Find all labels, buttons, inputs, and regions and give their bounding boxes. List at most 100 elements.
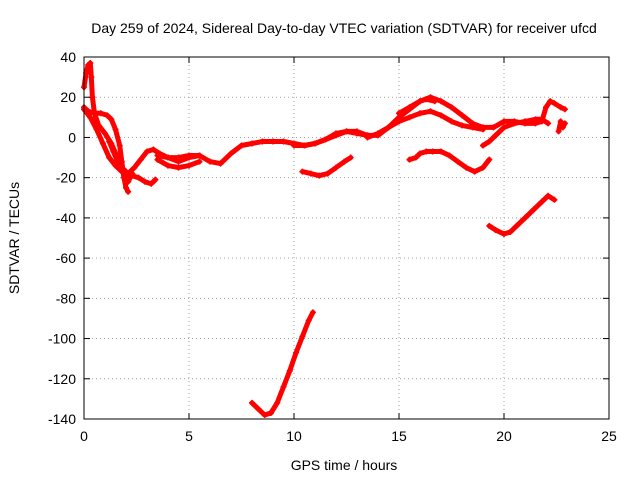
data-point-marker <box>555 128 562 135</box>
data-point-marker <box>274 399 281 406</box>
data-point-marker <box>501 230 507 237</box>
data-point-marker <box>324 170 331 177</box>
data-point-marker <box>561 106 568 113</box>
data-point-marker <box>286 367 293 374</box>
y-axis-label: SDTVAR / TECUs <box>6 182 22 294</box>
data-point-marker <box>513 222 520 229</box>
data-point-marker <box>507 228 514 235</box>
data-point-marker <box>141 178 148 185</box>
data-point-marker <box>316 172 323 179</box>
data-point-marker <box>116 142 123 149</box>
data-point-marker <box>270 138 276 145</box>
data-point-marker <box>551 196 558 203</box>
data-point-marker <box>228 150 234 157</box>
data-point-marker <box>385 124 392 131</box>
y-tick-label: 40 <box>60 49 76 65</box>
data-point-marker <box>446 152 453 159</box>
data-point-marker <box>148 180 155 187</box>
data-point-marker <box>423 148 430 155</box>
data-point-marker <box>469 124 476 131</box>
data-point-marker <box>120 174 127 181</box>
data-point-marker <box>312 140 318 147</box>
data-point-marker <box>538 198 545 205</box>
data-point-marker <box>492 226 499 233</box>
grid-lines <box>84 57 609 419</box>
y-tick-label: -20 <box>56 170 76 186</box>
data-point-marker <box>530 206 537 213</box>
data-point-marker <box>165 162 171 169</box>
data-point-marker <box>299 333 306 340</box>
data-point-marker <box>87 60 94 67</box>
data-point-marker <box>522 118 528 125</box>
series-track-14 <box>486 192 558 237</box>
data-point-marker <box>417 150 423 157</box>
data-point-marker <box>501 118 507 125</box>
data-point-marker <box>322 136 329 143</box>
data-point-marker <box>406 156 413 163</box>
data-point-marker <box>186 152 192 159</box>
data-point-marker <box>427 108 434 115</box>
series-track-4 <box>106 138 159 187</box>
y-tick-label: -60 <box>56 250 76 266</box>
data-point-marker <box>543 104 549 111</box>
data-point-marker <box>106 154 113 161</box>
data-point-marker <box>486 138 493 145</box>
chart-title: Day 259 of 2024, Sidereal Day-to-day VTE… <box>91 20 597 36</box>
data-point-marker <box>561 120 568 127</box>
data-point-marker <box>547 98 554 105</box>
y-tick-label: -40 <box>56 210 76 226</box>
data-point-marker <box>406 114 413 121</box>
data-point-marker <box>354 130 360 137</box>
data-point-marker <box>486 222 493 229</box>
data-point-marker <box>343 128 350 135</box>
data-point-marker <box>559 124 566 131</box>
data-point-marker <box>280 383 287 390</box>
series-track-15 <box>555 118 568 135</box>
data-point-marker <box>291 142 297 149</box>
y-tick-label: -100 <box>48 331 76 347</box>
data-point-marker <box>492 132 499 139</box>
data-point-marker <box>309 309 316 316</box>
data-point-marker <box>459 112 465 119</box>
data-point-marker <box>114 158 121 165</box>
data-point-marker <box>259 138 266 145</box>
data-point-marker <box>522 214 528 221</box>
data-point-marker <box>89 94 96 101</box>
data-point-marker <box>106 138 113 145</box>
data-point-marker <box>448 104 455 111</box>
x-tick-label: 20 <box>496 428 512 444</box>
data-point-marker <box>125 188 132 195</box>
data-point-marker <box>429 148 436 155</box>
series-line <box>106 139 158 187</box>
data-point-marker <box>375 130 381 137</box>
data-point-marker <box>417 110 423 117</box>
data-point-marker <box>104 112 111 119</box>
data-point-marker <box>551 100 558 107</box>
data-point-marker <box>438 98 444 105</box>
data-point-marker <box>249 399 255 406</box>
data-point-marker <box>154 152 161 159</box>
data-point-marker <box>301 142 308 149</box>
data-point-marker <box>217 160 224 167</box>
data-point-marker <box>131 164 138 171</box>
data-point-marker <box>123 184 129 191</box>
series-track-9 <box>249 309 316 418</box>
y-tick-label: -120 <box>48 371 76 387</box>
data-point-marker <box>249 140 255 147</box>
data-point-marker <box>152 176 159 183</box>
data-point-marker <box>307 170 314 177</box>
series-line <box>486 193 557 237</box>
data-point-marker <box>108 116 115 123</box>
data-point-marker <box>423 96 430 103</box>
y-tick-label: 20 <box>60 89 76 105</box>
y-tick-label: -80 <box>56 290 76 306</box>
data-point-marker <box>305 317 312 324</box>
data-point-marker <box>118 164 125 171</box>
data-point-marker <box>480 126 486 133</box>
plot-frame <box>83 56 610 420</box>
data-point-marker <box>438 112 444 119</box>
data-point-marker <box>88 74 95 81</box>
x-tick-label: 0 <box>80 428 88 444</box>
data-point-marker <box>557 118 564 125</box>
data-point-marker <box>91 110 98 117</box>
